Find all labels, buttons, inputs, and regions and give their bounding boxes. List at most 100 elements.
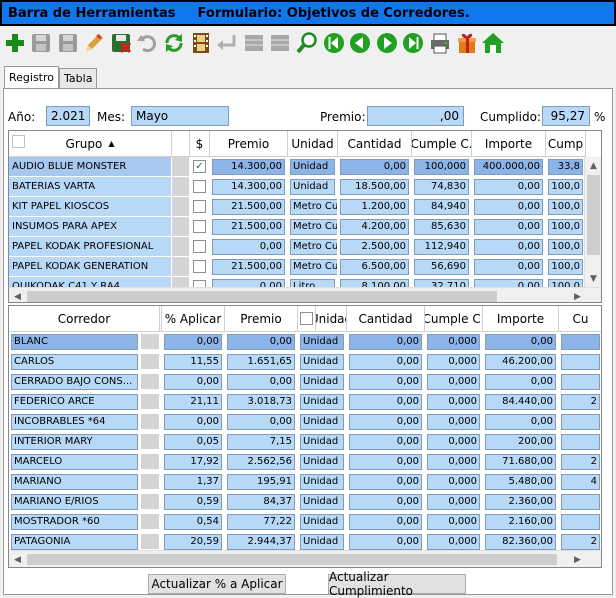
- enter-button[interactable]: [215, 29, 240, 56]
- cantidad-cell[interactable]: 0,00: [347, 492, 425, 512]
- aplicar-cell[interactable]: 21,11: [162, 392, 225, 412]
- importe-cell[interactable]: 46.200,00: [483, 352, 559, 372]
- corredor-cell[interactable]: MARIANO: [9, 472, 141, 492]
- corredor-column-header[interactable]: Corredor: [9, 306, 160, 332]
- corredor-cell[interactable]: PATAGONIA: [9, 532, 141, 552]
- undo-button[interactable]: [135, 29, 160, 56]
- cump-cell[interactable]: 100,0: [546, 257, 586, 277]
- refresh-button[interactable]: [162, 29, 187, 56]
- premio-cell[interactable]: 2.562,56: [225, 452, 298, 472]
- unidad-column-header[interactable]: Unidad: [316, 306, 347, 332]
- checked-checkbox[interactable]: ✓: [193, 160, 206, 173]
- dollar-checkbox-cell[interactable]: [190, 237, 210, 257]
- table-row[interactable]: CARLOS 11,55 1.651,65 Unidad 0,00 0,000 46.200…: [9, 352, 601, 372]
- unidad-cell[interactable]: Unidad: [298, 492, 347, 512]
- cantidad-cell[interactable]: 0,00: [347, 432, 425, 452]
- cump-cell[interactable]: 100,0: [546, 177, 586, 197]
- cu-cell[interactable]: 4: [559, 472, 601, 492]
- table-row[interactable]: FEDERICO ARCE 21,11 3.018,73 Unidad 0,00 0,00…: [9, 392, 601, 412]
- save-as-button[interactable]: [55, 29, 80, 56]
- edit-pencil-button[interactable]: [82, 29, 107, 56]
- corredor-cell[interactable]: MARIANO E/RIOS: [9, 492, 141, 512]
- mes-field[interactable]: Mayo: [131, 106, 229, 126]
- table-row[interactable]: BATERIAS VARTA 14.300,00 Unidad 18.500,00 74…: [9, 177, 586, 197]
- scroll-thumb[interactable]: [27, 554, 557, 565]
- table-row[interactable]: PAPEL KODAK GENERATION 21.500,00 Metro Cu 6…: [9, 257, 586, 277]
- next-record-button[interactable]: [374, 29, 399, 56]
- dollar-checkbox-cell[interactable]: [190, 197, 210, 217]
- premio-cell[interactable]: 21.500,00: [210, 217, 288, 237]
- table-row[interactable]: INTERIOR MARY 0,05 7,15 Unidad 0,00 0,000 200,…: [9, 432, 601, 452]
- importe-cell[interactable]: 71.680,00: [483, 452, 559, 472]
- cump-column-header[interactable]: Cump: [546, 131, 586, 157]
- corredor-cell[interactable]: MOSTRADOR *60: [9, 512, 141, 532]
- grupo-cell[interactable]: PAPEL KODAK GENERATION: [9, 257, 172, 277]
- last-record-button[interactable]: [401, 29, 426, 56]
- grupos-vertical-scrollbar[interactable]: ▲ ▼: [584, 157, 601, 287]
- cu-cell[interactable]: 2: [559, 452, 601, 472]
- importe-cell[interactable]: 0,00: [472, 217, 546, 237]
- cumple-cell[interactable]: 0,000: [425, 372, 483, 392]
- importe-cell[interactable]: 0,00: [472, 257, 546, 277]
- importe-cell[interactable]: 0,00: [483, 412, 559, 432]
- importe-cell[interactable]: 0,00: [472, 197, 546, 217]
- aplicar-cell[interactable]: 17,92: [162, 452, 225, 472]
- actualizar-cumplimiento-button[interactable]: Actualizar Cumplimiento: [328, 570, 466, 598]
- unidad-cell[interactable]: Unidad: [298, 452, 347, 472]
- aplicar-column-header[interactable]: % Aplicar: [162, 306, 225, 332]
- cu-column-header[interactable]: Cu: [559, 306, 601, 332]
- unidad-cell[interactable]: Unidad: [298, 472, 347, 492]
- select-all-checkbox[interactable]: [12, 135, 25, 148]
- cumple-column-header[interactable]: Cumple C.: [412, 131, 472, 157]
- search-button[interactable]: [295, 29, 320, 56]
- grupos-horizontal-scrollbar[interactable]: ◀ ▶: [9, 287, 601, 302]
- grupo-cell[interactable]: INSUMOS PARA APEX: [9, 217, 172, 237]
- importe-column-header[interactable]: Importe: [472, 131, 546, 157]
- unidad-cell[interactable]: Metro Cu: [288, 197, 338, 217]
- cancel-save-button[interactable]: [108, 29, 133, 56]
- cantidad-cell[interactable]: 0,00: [347, 352, 425, 372]
- gift-button[interactable]: [454, 29, 479, 56]
- cump-cell[interactable]: 100,0: [546, 197, 586, 217]
- cumple-column-header[interactable]: Cumple C.: [425, 306, 483, 332]
- importe-cell[interactable]: 82.360,00: [483, 532, 559, 552]
- scroll-right-icon[interactable]: ▶: [574, 554, 581, 565]
- previous-record-button[interactable]: [348, 29, 373, 56]
- checkbox[interactable]: [193, 220, 206, 233]
- premio-cell[interactable]: 21.500,00: [210, 197, 288, 217]
- cantidad-cell[interactable]: 0,00: [347, 332, 425, 352]
- unidad-cell[interactable]: Unidad: [298, 412, 347, 432]
- scroll-left-icon[interactable]: ◀: [14, 291, 21, 302]
- cantidad-cell[interactable]: 0,00: [347, 412, 425, 432]
- premio-cell[interactable]: 0,00: [225, 332, 298, 352]
- cumple-cell[interactable]: 0,000: [425, 492, 483, 512]
- grid2-button[interactable]: [268, 29, 293, 56]
- grupo-cell[interactable]: KIT PAPEL KIOSCOS: [9, 197, 172, 217]
- table-row[interactable]: BLANC 0,00 0,00 Unidad 0,00 0,000 0,00: [9, 332, 601, 352]
- cumple-cell[interactable]: 0,000: [425, 332, 483, 352]
- corredores-grid[interactable]: Corredor% AplicarPremioUnidadCantidadCum…: [8, 305, 602, 568]
- corredor-cell[interactable]: MARCELO: [9, 452, 141, 472]
- importe-cell[interactable]: 2.360,00: [483, 492, 559, 512]
- premio-cell[interactable]: 2.944,37: [225, 532, 298, 552]
- unidad-cell[interactable]: Unidad: [298, 532, 347, 552]
- corredor-cell[interactable]: INTERIOR MARY: [9, 432, 141, 452]
- cump-cell[interactable]: 100,0: [546, 217, 586, 237]
- importe-cell[interactable]: 0,00: [483, 332, 559, 352]
- aplicar-cell[interactable]: 11,55: [162, 352, 225, 372]
- cantidad-cell[interactable]: 0,00: [347, 452, 425, 472]
- cantidad-column-header[interactable]: Cantidad: [338, 131, 412, 157]
- premio-cell[interactable]: 0,00: [225, 412, 298, 432]
- cumple-cell[interactable]: 0,000: [425, 532, 483, 552]
- checkbox[interactable]: [193, 200, 206, 213]
- importe-cell[interactable]: 5.480,00: [483, 472, 559, 492]
- cantidad-cell[interactable]: 0,00: [347, 512, 425, 532]
- checkbox[interactable]: [193, 260, 206, 273]
- cumple-cell[interactable]: 0,000: [425, 512, 483, 532]
- film-button[interactable]: [188, 29, 213, 56]
- aplicar-cell[interactable]: 1,37: [162, 472, 225, 492]
- aplicar-cell[interactable]: 0,00: [162, 412, 225, 432]
- cumple-cell[interactable]: 0,000: [425, 452, 483, 472]
- scroll-down-icon[interactable]: ▼: [590, 273, 597, 284]
- premio-cell[interactable]: 77,22: [225, 512, 298, 532]
